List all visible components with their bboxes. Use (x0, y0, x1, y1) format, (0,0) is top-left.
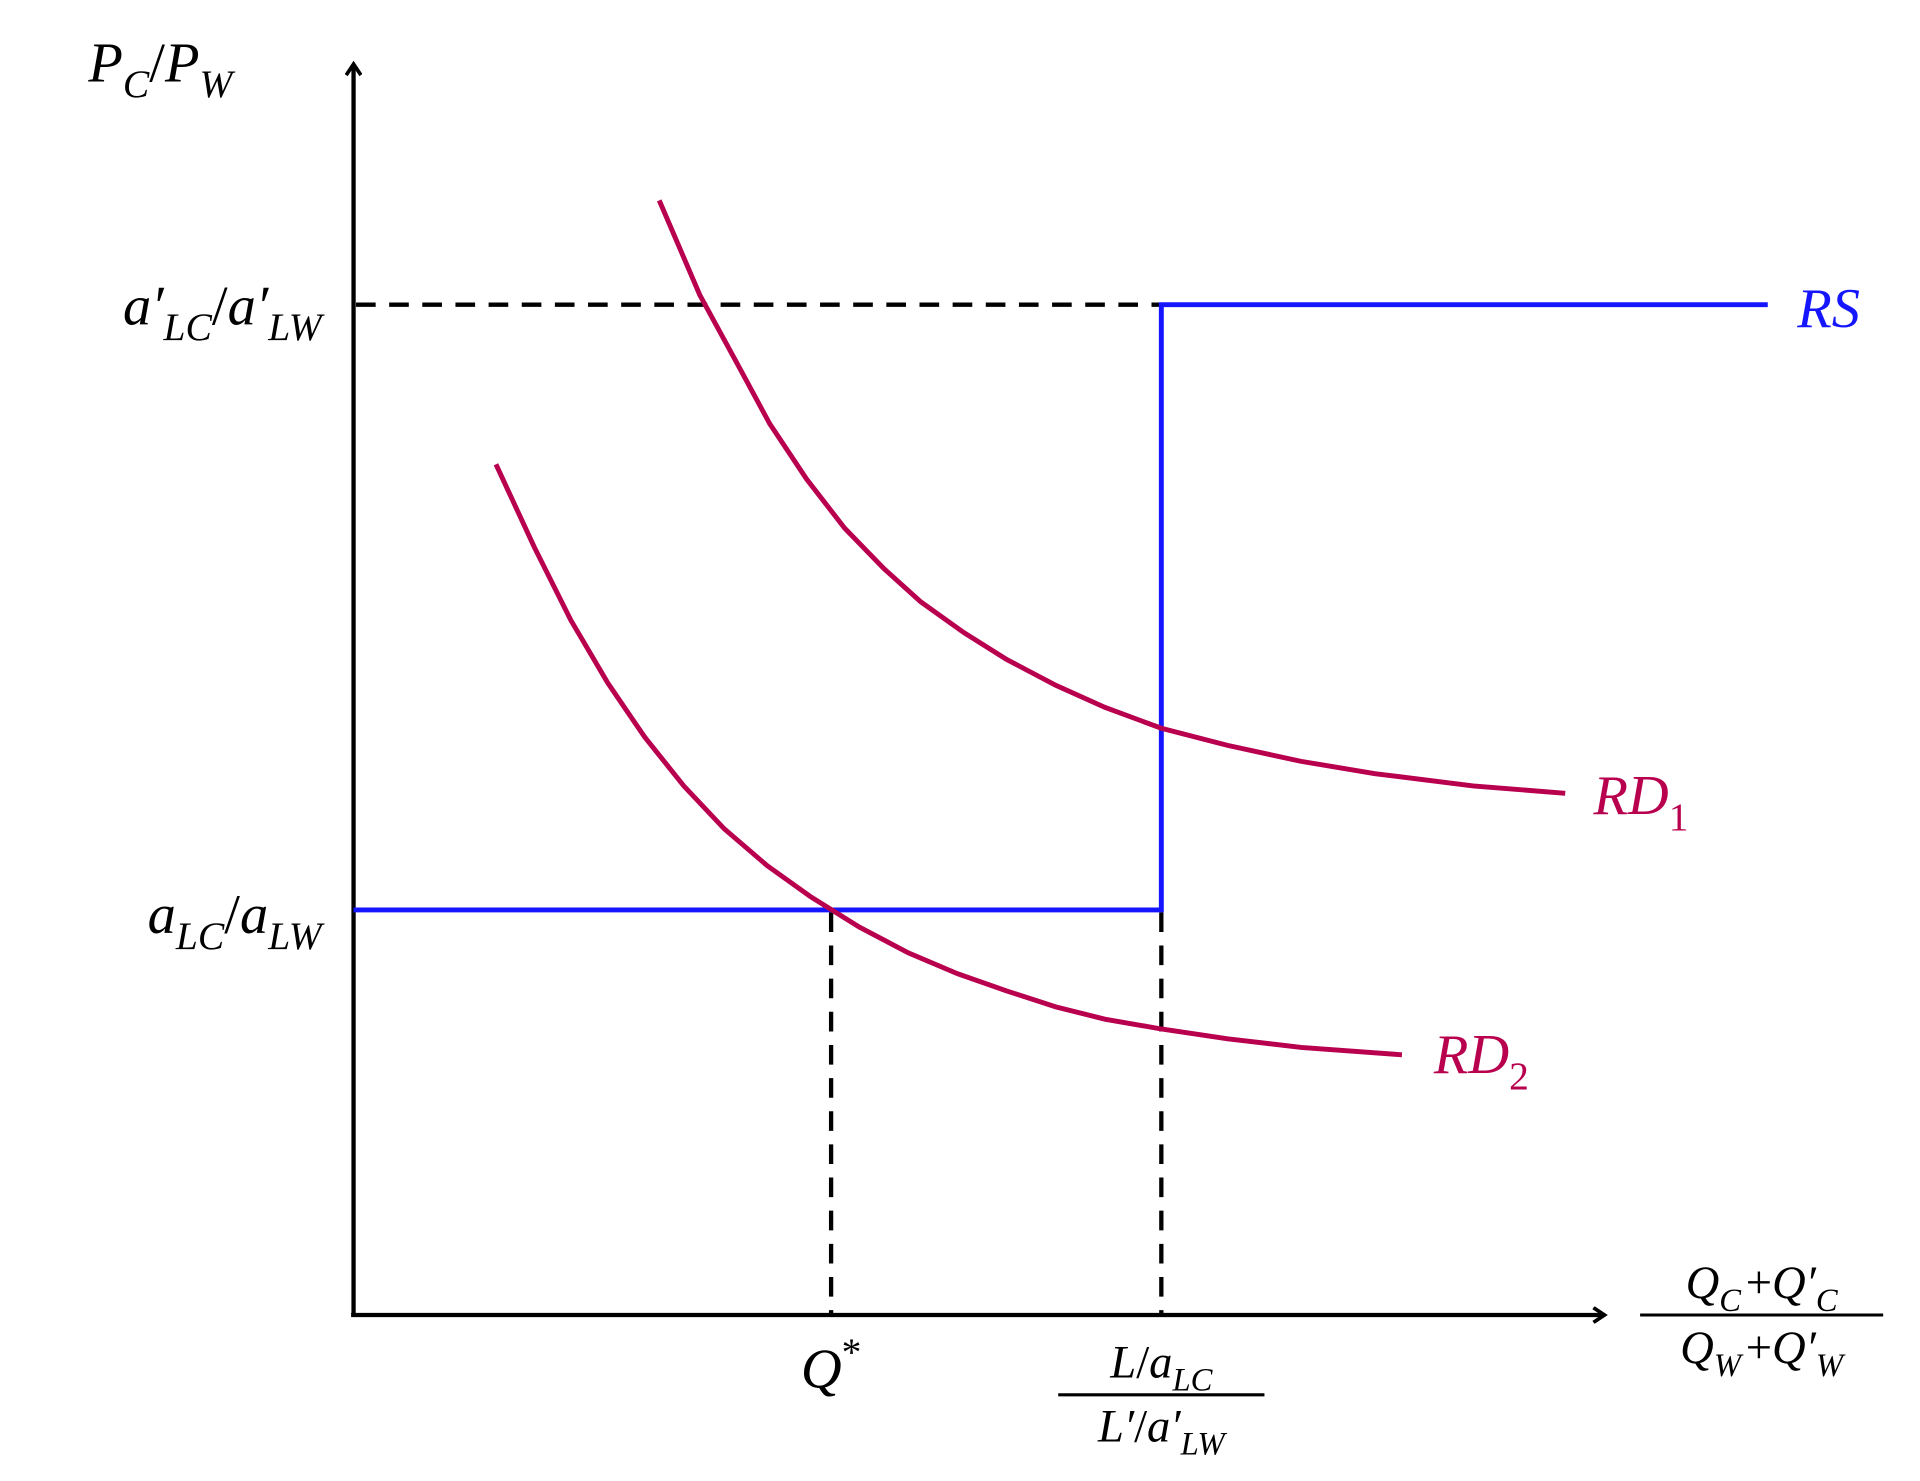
x-axis-label: QC +Q′C (1686, 1257, 1839, 1319)
label-part: / (149, 32, 165, 94)
label-part: LC (175, 914, 225, 958)
label-part: Q (801, 1338, 842, 1400)
label-part: Q (1680, 1322, 1714, 1374)
label-part: / (1136, 1337, 1149, 1389)
label-part: RD (1433, 1024, 1509, 1086)
label-part: / (224, 884, 240, 946)
y-label: aLC/aLW (148, 884, 325, 958)
x-axis-label: QW +Q′W (1680, 1322, 1846, 1384)
label-part: a (240, 884, 268, 946)
label-part: * (842, 1330, 862, 1374)
label-part: Q (1686, 1257, 1720, 1309)
label-part: / (212, 275, 228, 337)
label-part: / (1134, 1400, 1147, 1452)
rs-curve (353, 302, 1768, 913)
curve-label: RD2 (1433, 1024, 1529, 1098)
y-label: a′LC/a′LW (123, 275, 325, 349)
x-label: Q* (801, 1330, 862, 1401)
label-part: LW (1180, 1427, 1228, 1463)
label-part: P (87, 32, 123, 94)
label-part: + (1746, 1322, 1772, 1374)
label-part: a′ (228, 275, 270, 337)
label-part: 2 (1509, 1054, 1529, 1098)
label-part: W (199, 62, 235, 106)
label-part: RS (1796, 278, 1860, 340)
label-part: W (1714, 1348, 1744, 1384)
label-part: L (1109, 1337, 1136, 1389)
rd2-curve (493, 463, 1403, 1058)
label-part: a (148, 884, 176, 946)
label-part: a (1149, 1337, 1172, 1389)
curve-label: RS (1796, 278, 1860, 340)
label-part: L′ (1097, 1400, 1135, 1452)
label-part: C (123, 62, 150, 106)
label-part: + (1746, 1257, 1772, 1309)
label-part: LC (1171, 1363, 1213, 1399)
label-part: a′ (123, 275, 165, 337)
label-part: Q′ (1772, 1322, 1817, 1374)
label-part: Q′ (1772, 1257, 1817, 1309)
label-part: RD (1592, 765, 1668, 827)
curve-label: RD1 (1592, 765, 1688, 839)
x-label: L′/a′LW (1097, 1400, 1228, 1462)
guides (356, 302, 1164, 1316)
x-label: L/aLC (1109, 1337, 1213, 1399)
rd1-curve (656, 199, 1566, 796)
label-part: LW (267, 914, 325, 958)
label-part: C (1719, 1283, 1742, 1319)
label-part: LW (267, 305, 325, 349)
label-part: P (164, 32, 200, 94)
label-part: C (1816, 1283, 1839, 1319)
label-part: a′ (1147, 1400, 1181, 1452)
y-axis-label: PC/PW (87, 32, 235, 106)
label-part: LC (163, 305, 213, 349)
label-part: 1 (1669, 795, 1689, 839)
label-part: W (1816, 1348, 1846, 1384)
